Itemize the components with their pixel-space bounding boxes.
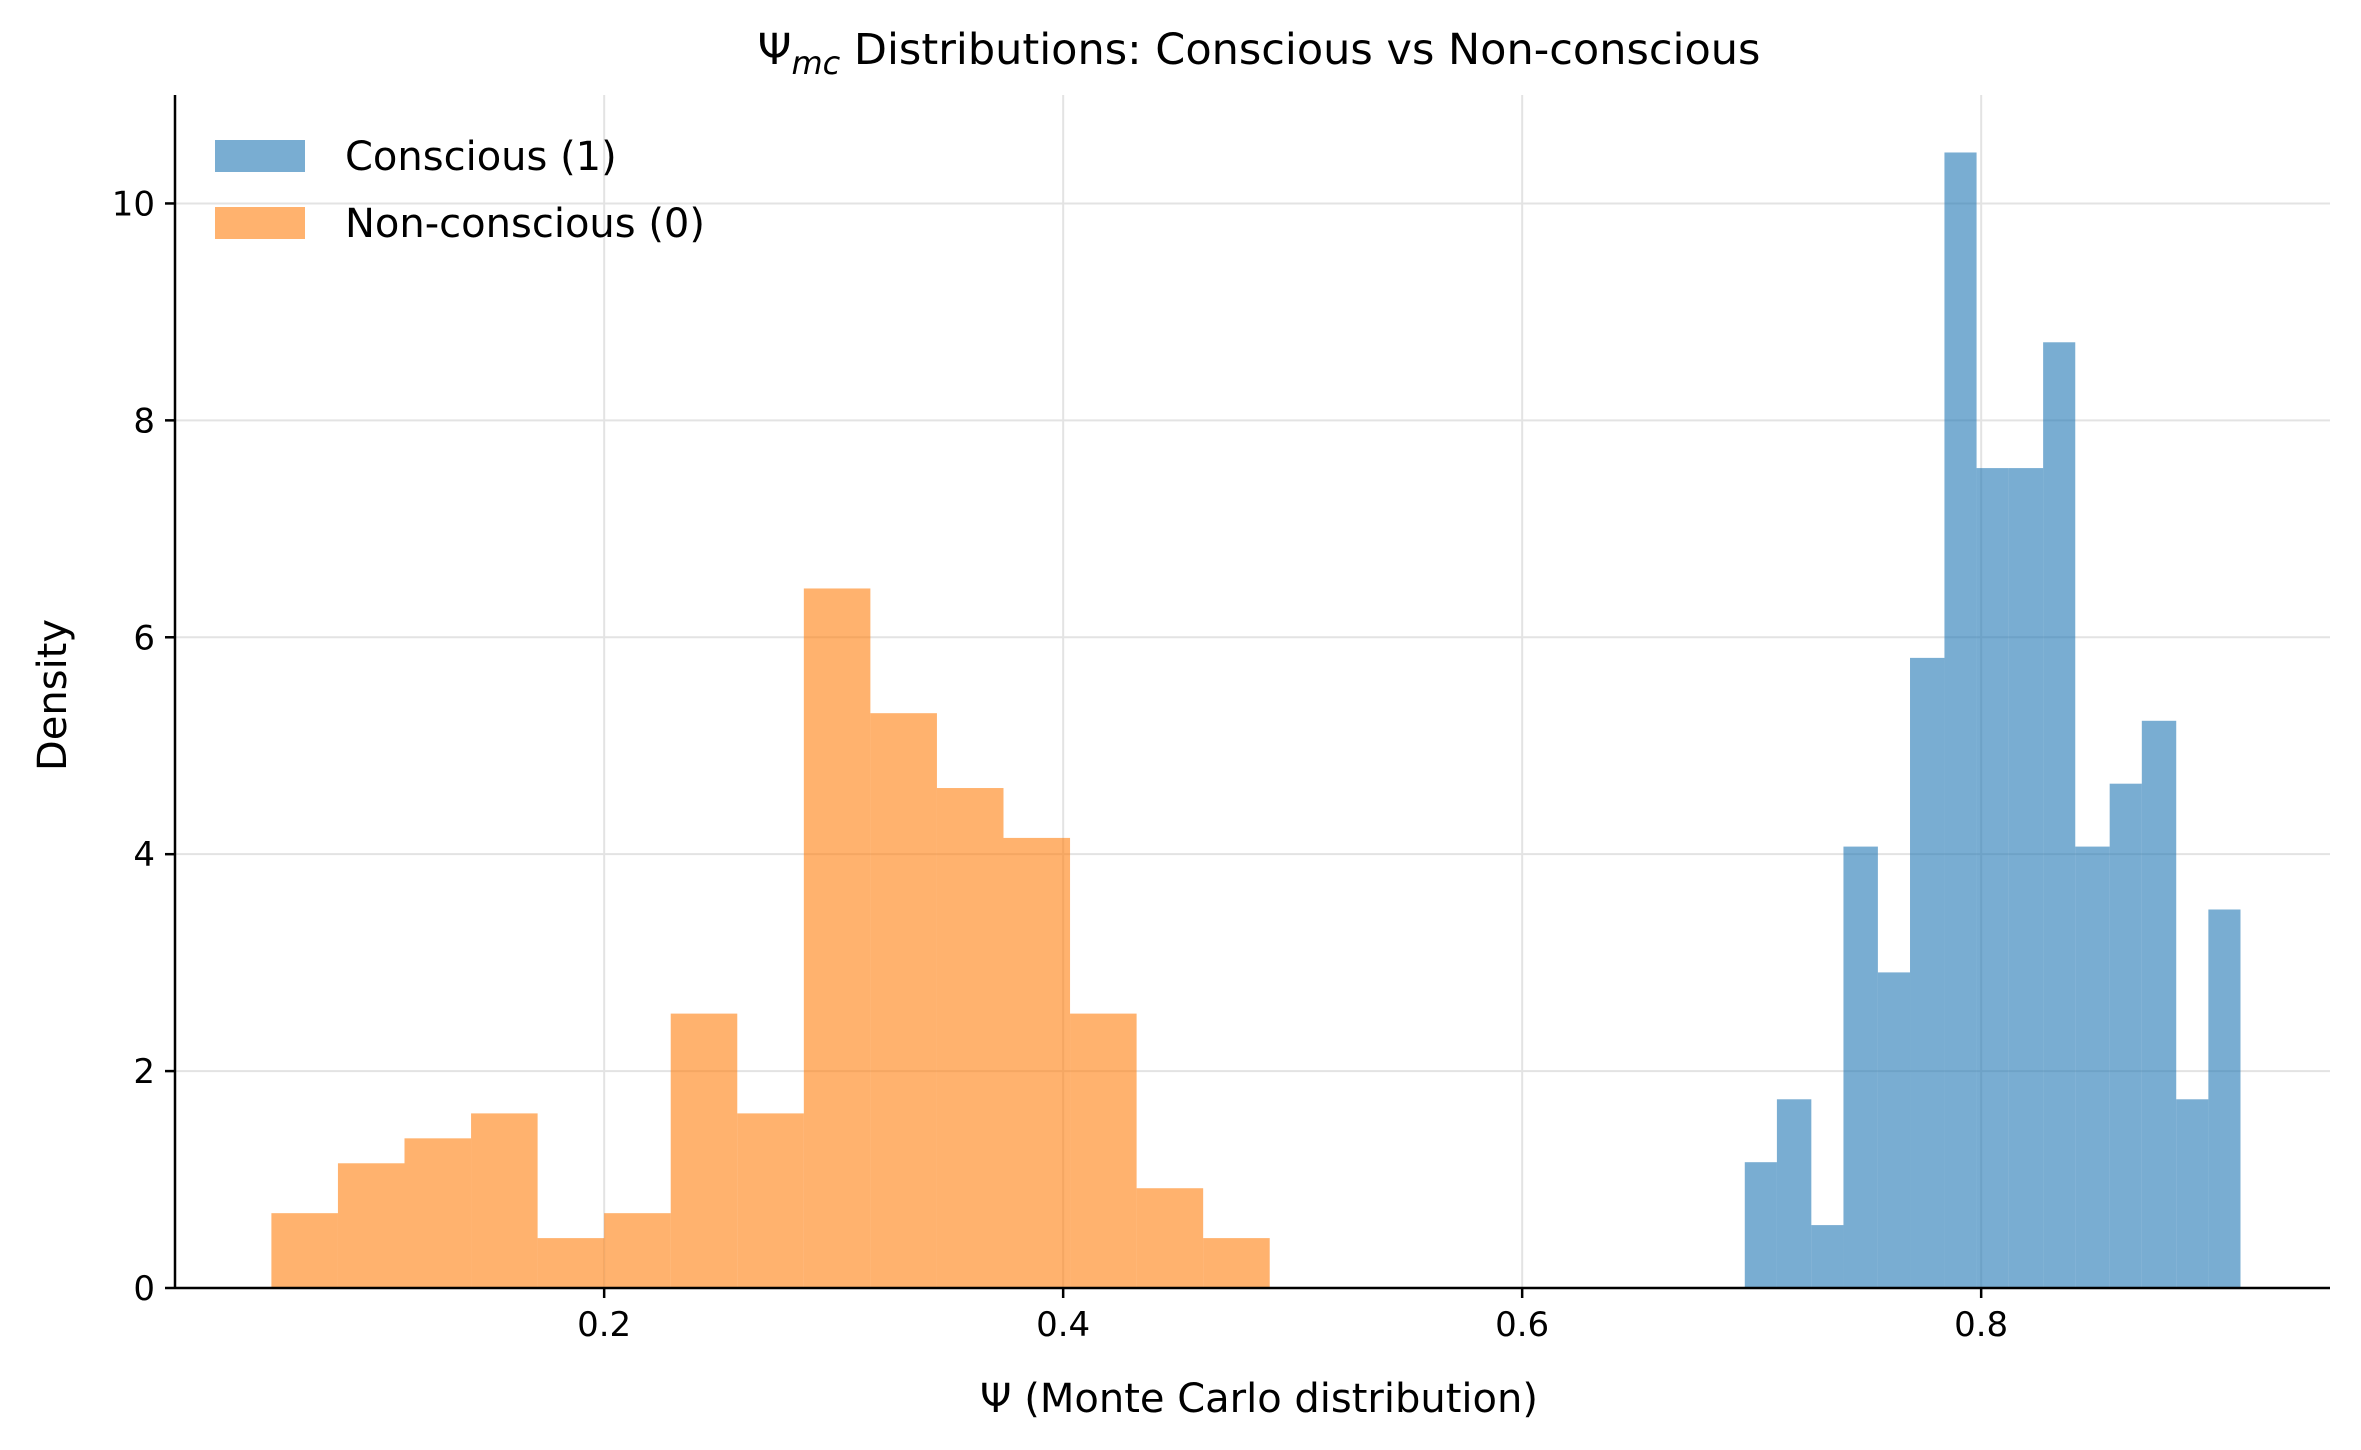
y-tick-label-0: 0 — [133, 1269, 155, 1309]
bar-non-conscious-0-2 — [404, 1138, 472, 1288]
bar-conscious-1-3 — [1843, 846, 1878, 1288]
bar-conscious-1-4 — [1877, 972, 1911, 1288]
bar-non-conscious-0-1 — [337, 1163, 405, 1288]
x-tick-label-2: 0.6 — [1495, 1305, 1549, 1345]
x-tick-label-0: 0.2 — [577, 1305, 631, 1345]
y-tick-label-1: 2 — [133, 1052, 155, 1092]
legend-swatch-conscious — [215, 140, 305, 172]
title-subscript: mc — [791, 44, 840, 82]
bar-non-conscious-0-12 — [1070, 1013, 1137, 1288]
bar-conscious-1-8 — [2008, 468, 2044, 1289]
legend-item-non-conscious: Non-conscious (0) — [215, 201, 705, 247]
bar-conscious-1-1 — [1776, 1099, 1812, 1288]
bar-non-conscious-0-7 — [737, 1113, 804, 1288]
legend-label-conscious: Conscious (1) — [345, 134, 617, 180]
bar-non-conscious-0-6 — [670, 1013, 738, 1288]
bar-conscious-1-13 — [2176, 1099, 2209, 1288]
series-conscious-1 — [1744, 152, 2241, 1289]
bar-conscious-1-0 — [1744, 1162, 1777, 1288]
series-non-conscious-0 — [271, 588, 1270, 1288]
bars-layer — [271, 152, 2241, 1289]
bar-non-conscious-0-13 — [1136, 1188, 1204, 1288]
title-symbol: Ψ — [758, 25, 792, 75]
y-axis-label: Density — [30, 619, 76, 771]
x-axis-label: Ψ (Monte Carlo distribution) — [980, 1376, 1538, 1422]
bar-non-conscious-0-10 — [936, 788, 1004, 1288]
bar-non-conscious-0-5 — [604, 1213, 671, 1288]
bar-conscious-1-11 — [2109, 783, 2142, 1288]
bar-conscious-1-6 — [1944, 152, 1977, 1288]
bar-conscious-1-10 — [2075, 846, 2110, 1288]
x-tick-label-1: 0.4 — [1036, 1305, 1090, 1345]
bar-non-conscious-0-3 — [471, 1113, 538, 1288]
bar-non-conscious-0-8 — [803, 588, 871, 1288]
bar-conscious-1-12 — [2141, 720, 2177, 1288]
legend: Conscious (1) Non-conscious (0) — [215, 134, 705, 247]
bar-non-conscious-0-0 — [271, 1213, 338, 1288]
y-tick-label-2: 4 — [133, 835, 155, 875]
bar-non-conscious-0-4 — [537, 1238, 605, 1288]
bar-conscious-1-2 — [1811, 1225, 1844, 1288]
bar-non-conscious-0-14 — [1203, 1238, 1270, 1288]
y-tick-label-3: 6 — [133, 618, 155, 658]
bar-conscious-1-9 — [2043, 342, 2076, 1288]
bar-non-conscious-0-11 — [1003, 837, 1071, 1288]
bar-conscious-1-7 — [1976, 468, 2009, 1289]
y-tick-label-5: 10 — [112, 184, 155, 224]
bar-conscious-1-5 — [1910, 657, 1945, 1288]
legend-item-conscious: Conscious (1) — [215, 134, 617, 180]
legend-label-non-conscious: Non-conscious (0) — [345, 201, 705, 247]
bar-conscious-1-14 — [2208, 909, 2241, 1288]
title-rest: Distributions: Conscious vs Non-consciou… — [840, 25, 1760, 75]
axes-layer: 0.2 0.4 0.6 0.8 0 2 4 6 8 10 — [112, 95, 2330, 1345]
legend-swatch-non-conscious — [215, 207, 305, 239]
y-tick-label-4: 8 — [133, 401, 155, 441]
bar-non-conscious-0-9 — [870, 713, 937, 1288]
x-tick-label-3: 0.8 — [1954, 1305, 2008, 1345]
chart-title: Ψmc Distributions: Conscious vs Non-cons… — [758, 25, 1761, 82]
